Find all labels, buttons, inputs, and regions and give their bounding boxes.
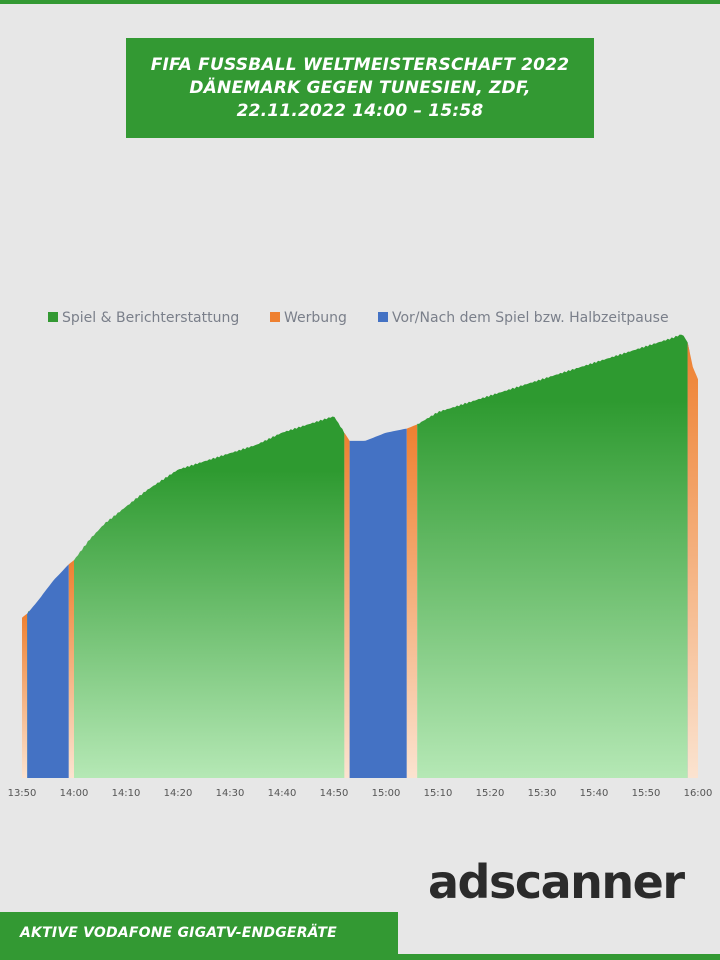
x-tick-label: 14:20 xyxy=(164,788,193,799)
chart-legend: Spiel & Berichterstattung Werbung Vor/Nach… xyxy=(48,310,669,326)
area-segment xyxy=(74,416,345,778)
area-segment xyxy=(22,613,28,778)
legend-swatch xyxy=(270,312,280,322)
legend-label: Spiel & Berichterstattung xyxy=(62,310,239,326)
footer-bar: AKTIVE VODAFONE GIGATV-ENDGERÄTE xyxy=(0,912,398,954)
x-tick-label: 15:20 xyxy=(476,788,505,799)
title-line-1: FIFA FUSSBALL WELTMEISTERSCHAFT 2022 xyxy=(150,54,570,75)
chart-areas xyxy=(22,334,698,778)
x-tick-label: 14:30 xyxy=(216,788,245,799)
area-segment xyxy=(68,560,74,778)
title-line-3: 22.11.2022 14:00 – 15:58 xyxy=(236,100,484,121)
footer-label: AKTIVE VODAFONE GIGATV-ENDGERÄTE xyxy=(20,925,337,941)
x-tick-label: 13:50 xyxy=(8,788,37,799)
x-tick-label: 15:10 xyxy=(424,788,453,799)
adscanner-logo: adscanner xyxy=(428,855,685,909)
top-accent-bar xyxy=(0,0,720,4)
legend-swatch xyxy=(48,312,58,322)
area-segment xyxy=(344,432,350,778)
bottom-accent-bar xyxy=(0,954,720,960)
x-tick-label: 15:50 xyxy=(632,788,661,799)
title-line-2: DÄNEMARK GEGEN TUNESIEN, ZDF, xyxy=(189,77,531,98)
area-chart: Spiel & Berichterstattung Werbung Vor/Nach… xyxy=(8,310,713,799)
chart-title-box: FIFA FUSSBALL WELTMEISTERSCHAFT 2022 DÄN… xyxy=(126,38,594,138)
x-tick-label: 15:30 xyxy=(528,788,557,799)
x-tick-label: 14:40 xyxy=(268,788,297,799)
area-segment xyxy=(687,342,698,778)
legend-label: Werbung xyxy=(284,310,347,326)
area-segment xyxy=(417,334,688,778)
x-tick-label: 15:00 xyxy=(372,788,401,799)
x-tick-label: 14:00 xyxy=(60,788,89,799)
area-segment xyxy=(406,424,418,778)
legend-label: Vor/Nach dem Spiel bzw. Halbzeitpause xyxy=(392,310,669,326)
area-segment xyxy=(349,428,407,778)
legend-swatch xyxy=(378,312,388,322)
x-tick-label: 14:10 xyxy=(112,788,141,799)
x-tick-label: 14:50 xyxy=(320,788,349,799)
x-axis-ticks: 13:50 14:00 14:10 14:20 14:30 14:40 14:50 15:00… xyxy=(8,788,713,799)
area-segment xyxy=(27,564,69,778)
x-tick-label: 15:40 xyxy=(580,788,609,799)
x-tick-label: 16:00 xyxy=(684,788,713,799)
